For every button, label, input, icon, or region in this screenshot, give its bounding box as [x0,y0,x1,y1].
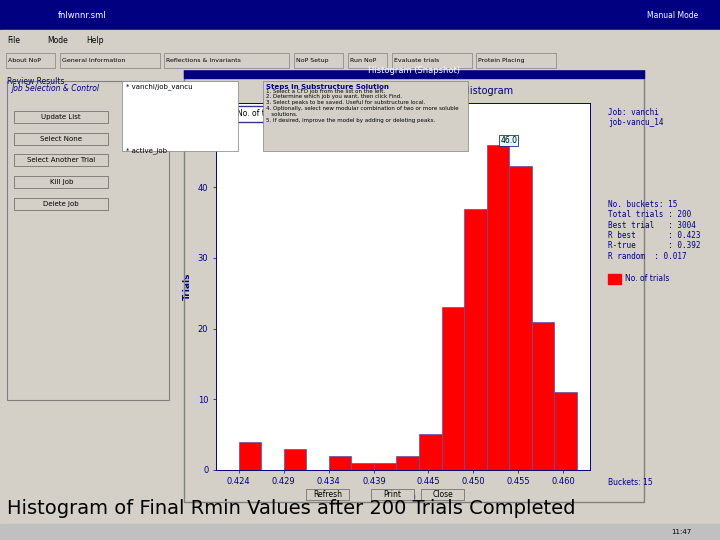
Text: General Information: General Information [62,58,125,63]
Text: Review Results: Review Results [7,77,65,86]
Text: 11:47: 11:47 [671,529,691,535]
Bar [374,463,397,470]
Text: Steps in Substructure Solution: Steps in Substructure Solution [266,84,390,90]
Y-axis label: Trials: Trials [183,273,192,300]
Text: File: File [7,36,20,45]
Text: 46.0: 46.0 [500,136,517,145]
Text: Run NoP: Run NoP [350,58,376,63]
Bar [532,321,554,470]
Bar [554,392,577,470]
Text: Select None: Select None [40,136,82,142]
Text: Print: Print [384,490,402,498]
Title: Invariant Minimal Function (Rmin) Histogram: Invariant Minimal Function (Rmin) Histog… [293,86,513,96]
Bar [419,435,441,470]
Text: Mode: Mode [47,36,68,45]
Legend: No. of trials: No. of trials [220,106,284,122]
Text: Refresh: Refresh [313,490,342,498]
Text: Update List: Update List [41,114,81,120]
Bar [238,442,261,470]
Bar [397,456,419,470]
Text: Kill Job: Kill Job [50,179,73,185]
Text: No. of trials: No. of trials [625,274,670,283]
Text: Help: Help [86,36,104,45]
Text: Close: Close [433,490,453,498]
Bar [351,463,374,470]
Text: Evaluate trials: Evaluate trials [394,58,439,63]
Text: Delete Job: Delete Job [43,200,79,207]
Text: Histogram of Final Rmin Values after 200 Trials Completed: Histogram of Final Rmin Values after 200… [7,500,576,518]
Bar [441,307,464,470]
Text: About NoP: About NoP [8,58,41,63]
X-axis label: Rmin: Rmin [390,492,416,501]
Bar [509,166,532,470]
Text: 1. Select a CFO job from the list on the left.
2. Determine which job you want, : 1. Select a CFO job from the list on the… [266,89,459,123]
Text: Job Selection & Control: Job Selection & Control [11,84,99,93]
Text: * vanchi/job_vancu: * vanchi/job_vancu [126,84,193,90]
Text: Select Another Trial: Select Another Trial [27,157,95,164]
Text: Reflections & Invariants: Reflections & Invariants [166,58,241,63]
Bar [284,449,306,470]
Text: Job: vanchi
job-vancu_14: Job: vanchi job-vancu_14 [608,108,664,127]
Text: Protein Placing: Protein Placing [478,58,525,63]
Bar [329,456,351,470]
Bar [487,145,509,470]
Text: Manual Mode: Manual Mode [647,11,698,19]
Bar [464,208,487,470]
Text: No. buckets: 15
Total trials : 200
Best trial   : 3004
R best       : 0.423
R-tr: No. buckets: 15 Total trials : 200 Best … [608,200,701,261]
Text: Buckets: 15: Buckets: 15 [608,478,653,487]
Text: Histogram (Snapshot): Histogram (Snapshot) [368,66,460,75]
Text: fnlwnnr.sml: fnlwnnr.sml [58,11,107,19]
Text: NoP Setup: NoP Setup [296,58,328,63]
Text: * active_job: * active_job [126,147,167,154]
